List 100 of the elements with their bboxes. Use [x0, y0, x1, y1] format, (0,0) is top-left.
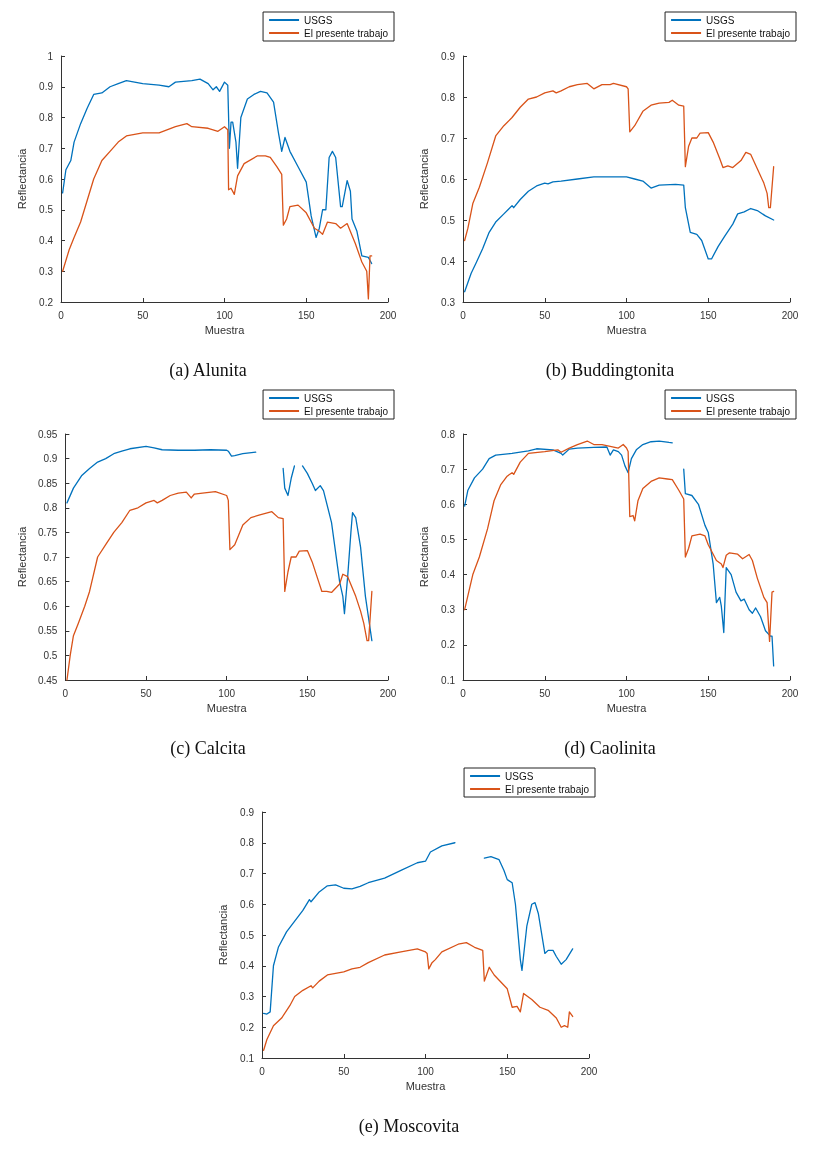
y-tick-label: 1	[47, 50, 54, 62]
x-tick-label: 100	[216, 309, 234, 321]
y-tick-label: 0.6	[39, 173, 54, 185]
y-tick-label: 0.9	[441, 50, 456, 62]
y-tick-label: 0.55	[37, 625, 58, 637]
y-tick-label: 0.9	[39, 81, 54, 93]
y-tick-label: 0.3	[240, 991, 255, 1002]
y-tick-label: 0.5	[39, 204, 54, 216]
y-axis-title: Reflectancia	[417, 147, 430, 210]
y-tick-label: 0.1	[441, 674, 456, 686]
x-tick-label: 150	[297, 309, 316, 321]
y-tick-label: 0.5	[441, 533, 456, 545]
legend-label: El presente trabajo	[304, 405, 389, 417]
y-tick-label: 0.1	[240, 1052, 255, 1064]
y-tick-label: 0.2	[240, 1021, 255, 1033]
x-tick-label: 0	[460, 309, 467, 321]
legend-label: USGS	[304, 14, 333, 26]
legend-label: El presente trabajo	[706, 405, 791, 417]
x-tick-label: 200	[379, 687, 397, 699]
x-tick-label: 100	[618, 309, 636, 321]
y-tick-label: 0.6	[441, 498, 456, 510]
y-tick-label: 0.7	[39, 142, 54, 154]
y-tick-label: 0.6	[441, 173, 456, 185]
y-axis-title: Reflectancia	[15, 147, 28, 210]
x-tick-label: 0	[460, 687, 467, 699]
x-axis-title: Muestra	[606, 702, 648, 715]
y-tick-label: 0.2	[441, 639, 456, 651]
y-tick-label: 0.9	[43, 453, 58, 465]
y-tick-label: 0.8	[240, 837, 255, 849]
y-tick-label: 0.3	[441, 296, 456, 308]
y-tick-label: 0.3	[39, 265, 54, 277]
y-axis-title: Reflectancia	[216, 903, 229, 966]
y-tick-label: 0.5	[240, 929, 255, 941]
x-tick-label: 50	[338, 1065, 350, 1077]
y-tick-label: 0.3	[441, 604, 456, 616]
text: (e) Moscovita	[358, 1116, 460, 1137]
x-tick-label: 50	[137, 309, 149, 321]
y-tick-label: 0.65	[37, 576, 58, 588]
y-tick-label: 0.5	[43, 649, 58, 661]
y-tick-label: 0.6	[240, 898, 255, 910]
x-tick-label: 50	[539, 687, 551, 699]
x-tick-label: 100	[218, 687, 236, 699]
x-tick-label: 0	[259, 1065, 266, 1077]
text: (d) Caolinita	[564, 738, 656, 759]
legend-label: El presente trabajo	[706, 27, 791, 39]
y-tick-label: 0.75	[37, 526, 58, 538]
legend-label: USGS	[304, 392, 333, 404]
legend-label: El presente trabajo	[505, 783, 590, 795]
y-tick-label: 0.8	[441, 428, 456, 440]
text: (c) Calcita	[170, 738, 246, 759]
x-tick-label: 150	[699, 687, 718, 699]
x-axis-title: Muestra	[204, 324, 246, 337]
x-tick-label: 0	[62, 687, 69, 699]
y-tick-label: 0.85	[37, 477, 58, 489]
x-axis-title: Muestra	[206, 702, 248, 715]
x-tick-label: 150	[299, 687, 317, 699]
y-tick-label: 0.8	[441, 91, 456, 103]
line-series	[61, 78, 373, 265]
x-tick-label: 100	[417, 1065, 435, 1077]
line-series	[262, 942, 574, 1051]
y-tick-label: 0.7	[240, 868, 255, 879]
text: (a) Alunita	[169, 360, 247, 381]
y-tick-label: 0.5	[441, 214, 456, 226]
x-axis-title: Muestra	[405, 1080, 447, 1093]
x-tick-label: 150	[498, 1065, 517, 1077]
x-tick-label: 50	[539, 309, 551, 321]
y-axis-title: Reflectancia	[417, 525, 430, 588]
text: (b) Buddingtonita	[545, 360, 675, 381]
x-tick-label: 0	[58, 309, 65, 321]
y-tick-label: 0.7	[43, 551, 58, 563]
legend-label: USGS	[706, 14, 735, 26]
x-tick-label: 100	[618, 687, 636, 699]
y-tick-label: 0.8	[39, 112, 54, 123]
y-tick-label: 0.4	[240, 960, 255, 972]
x-tick-label: 150	[699, 309, 718, 321]
y-tick-label: 0.7	[441, 132, 456, 144]
y-tick-label: 0.4	[39, 235, 54, 246]
y-tick-label: 0.7	[441, 463, 456, 475]
line-series	[66, 490, 373, 681]
legend-label: El presente trabajo	[304, 27, 389, 39]
line-series	[463, 82, 775, 242]
y-axis-title: Reflectancia	[15, 525, 28, 588]
x-axis-title: Muestra	[606, 324, 648, 337]
y-tick-label: 0.8	[43, 502, 58, 514]
x-tick-label: 200	[781, 687, 799, 699]
legend-label: USGS	[706, 392, 735, 404]
line-series	[61, 123, 373, 300]
legend-label: USGS	[505, 770, 534, 782]
y-tick-label: 0.9	[240, 806, 255, 818]
line-series	[463, 176, 775, 293]
y-tick-label: 0.6	[43, 600, 58, 612]
x-tick-label: 200	[781, 309, 799, 321]
x-tick-label: 200	[580, 1065, 598, 1077]
y-tick-label: 0.4	[441, 255, 456, 267]
y-tick-label: 0.2	[39, 296, 54, 308]
y-tick-label: 0.4	[441, 569, 456, 581]
x-tick-label: 50	[140, 687, 153, 699]
y-tick-label: 0.45	[37, 674, 58, 686]
x-tick-label: 200	[379, 309, 397, 321]
y-tick-label: 0.95	[37, 428, 58, 440]
